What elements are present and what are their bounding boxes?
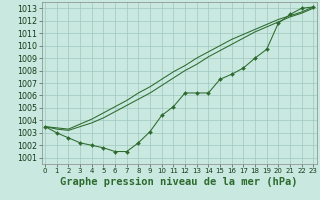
- X-axis label: Graphe pression niveau de la mer (hPa): Graphe pression niveau de la mer (hPa): [60, 177, 298, 187]
